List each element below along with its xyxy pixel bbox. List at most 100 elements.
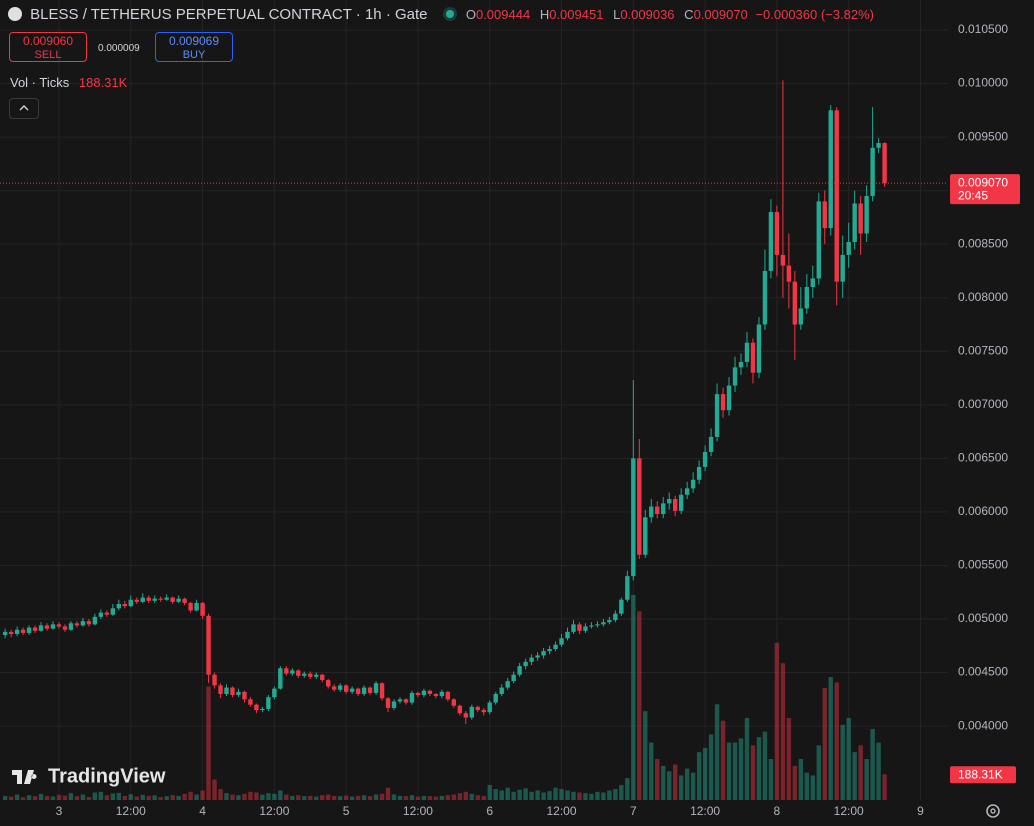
volume-bar (218, 789, 223, 800)
volume-bar (427, 796, 433, 800)
candle-body (505, 681, 510, 688)
volume-bar (517, 789, 522, 800)
y-tick-label: 0.006000 (958, 504, 1008, 518)
candle-body (445, 691, 451, 700)
volume-bar (882, 774, 887, 800)
candle-body (792, 281, 798, 325)
volume-bar (696, 752, 702, 800)
volume-bar (726, 742, 732, 800)
collapse-button[interactable] (9, 98, 39, 119)
volume-bar (302, 796, 307, 800)
volume-bar (708, 734, 714, 800)
volume-bar (409, 795, 415, 800)
volume-bar (308, 795, 313, 800)
candle-body (212, 674, 217, 686)
x-tick-label: 3 (56, 804, 63, 818)
volume-bar (762, 731, 768, 800)
volume-bar (337, 796, 343, 800)
x-tick-label: 12:00 (690, 804, 720, 818)
volume-bar (44, 795, 50, 800)
candle-body (583, 626, 588, 631)
volume-bar (870, 728, 875, 800)
candle-body (397, 699, 403, 702)
candle-body (565, 631, 570, 639)
candle-body (433, 693, 439, 697)
candle-body (403, 699, 409, 703)
settings-icon[interactable] (986, 804, 1000, 818)
volume-bar (314, 796, 319, 800)
volume-bar (601, 792, 606, 800)
buy-button[interactable]: 0.009069 BUY (155, 32, 233, 62)
candle-body (242, 691, 247, 700)
y-tick-label: 0.004000 (958, 718, 1008, 732)
candle-body (224, 687, 229, 694)
candle-body (278, 668, 283, 689)
candle-layer (2, 80, 887, 724)
candle-body (373, 683, 379, 693)
logo-icon (12, 770, 37, 784)
volume-bar (589, 793, 594, 800)
candle-body (200, 602, 205, 616)
candle-body (493, 693, 498, 703)
volume-bar (625, 778, 630, 800)
volume-bar (864, 759, 869, 800)
candle-body (678, 494, 684, 511)
volume-bar (768, 759, 774, 800)
candle-body (367, 687, 373, 693)
volume-bar (678, 775, 684, 800)
volume-bar (194, 794, 199, 800)
candle-body (547, 648, 552, 652)
candle-body (38, 625, 44, 631)
candle-body (541, 651, 546, 656)
volume-bar (846, 718, 851, 800)
candle-body (774, 212, 780, 255)
candle-body (451, 699, 457, 706)
volume-bar (320, 795, 325, 800)
candle-body (643, 517, 648, 555)
volume-bar (326, 794, 331, 800)
volume-bar (643, 711, 648, 800)
candle-body (768, 212, 774, 271)
volume-bar (690, 772, 696, 800)
gear-ring (986, 804, 1000, 818)
volume-bar (493, 789, 498, 800)
candle-body (170, 597, 175, 602)
candle-body (732, 367, 738, 386)
candle-body (98, 612, 104, 617)
candle-body (104, 612, 110, 615)
volume-bar (840, 724, 845, 800)
candle-body (469, 706, 474, 718)
y-tick-label: 0.006500 (958, 451, 1008, 465)
candle-body (427, 690, 433, 694)
candle-body (535, 655, 540, 658)
volume-bar (254, 792, 259, 800)
volume-bar (248, 791, 253, 800)
volume-tag-label: 188.31K (958, 767, 1003, 781)
candle-body (804, 287, 810, 309)
candle-body (409, 692, 415, 703)
y-tick-label: 0.004500 (958, 665, 1008, 679)
candle-body (320, 674, 325, 681)
volume-bar (451, 794, 457, 800)
volume-bar (284, 794, 289, 800)
symbol-title: BLESS / TETHERUS PERPETUAL CONTRACT · 1h… (30, 6, 428, 23)
volume-bar (200, 790, 205, 800)
volume-bar (433, 796, 439, 800)
candle-body (708, 436, 714, 452)
candle-body (349, 688, 355, 692)
volume-bar (637, 611, 642, 800)
volume-bar (756, 737, 762, 800)
volume-bar (110, 793, 116, 800)
volume-bar (487, 784, 492, 800)
volume-bar (403, 796, 409, 800)
legend-key: O (465, 7, 476, 22)
volume-bar (56, 794, 62, 800)
candle-body (8, 631, 14, 635)
candle-body (68, 623, 74, 630)
sell-button[interactable]: 0.009060 SELL (9, 32, 87, 62)
volume-bar (672, 764, 678, 800)
volume-bar (499, 790, 504, 800)
candle-body (559, 638, 564, 645)
volume-bar (373, 794, 379, 800)
